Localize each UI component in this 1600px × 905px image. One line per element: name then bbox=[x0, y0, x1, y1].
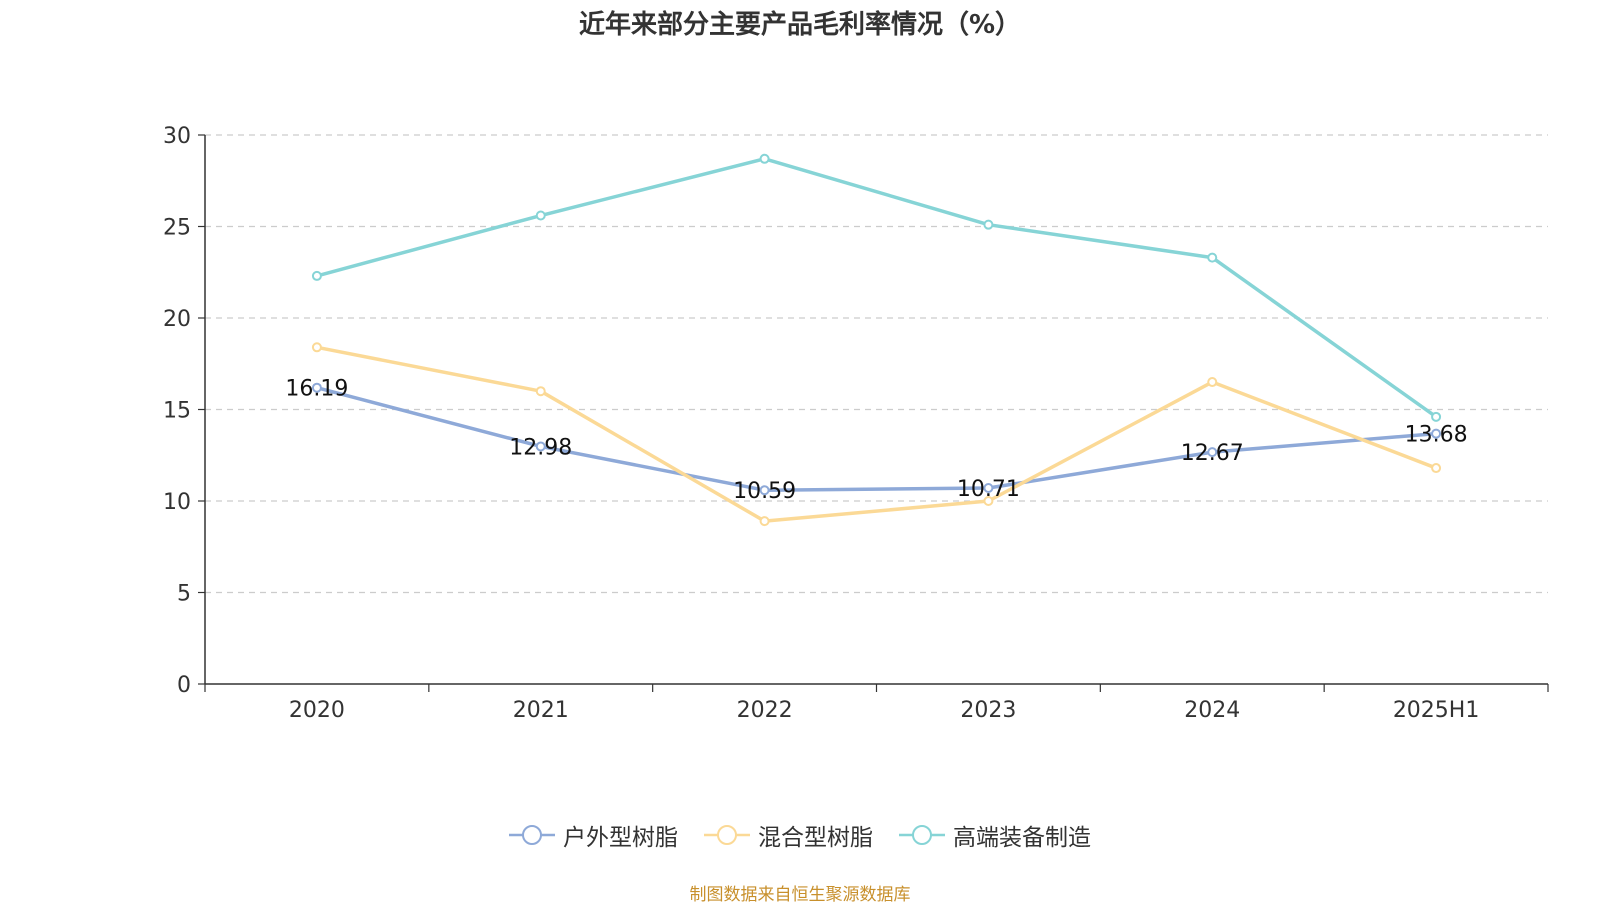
data-point bbox=[1431, 411, 1442, 422]
data-point bbox=[535, 441, 546, 452]
chart-title: 近年来部分主要产品毛利率情况（%） bbox=[578, 10, 1022, 40]
data-point bbox=[1431, 463, 1442, 474]
series-line-3 bbox=[316, 157, 1438, 419]
y-tick-label: 20 bbox=[163, 307, 191, 332]
data-label: 12.98 bbox=[509, 435, 572, 460]
data-label: 13.68 bbox=[1405, 423, 1468, 448]
y-tick-label: 5 bbox=[177, 582, 191, 607]
legend-label: 高端装备制造 bbox=[953, 825, 1091, 851]
y-tick-label: 10 bbox=[163, 490, 191, 515]
data-point bbox=[759, 485, 770, 496]
data-point bbox=[759, 153, 770, 164]
data-label: 10.71 bbox=[957, 477, 1020, 502]
legend-item[interactable]: 高端装备制造 bbox=[899, 818, 1091, 852]
legend-item[interactable]: 户外型树脂 bbox=[509, 818, 678, 852]
series-lines bbox=[311, 153, 1442, 527]
y-tick-label: 25 bbox=[163, 216, 191, 241]
legend-swatch-icon bbox=[899, 825, 945, 845]
grid-lines bbox=[205, 134, 1548, 594]
data-labels: 16.19 12.98 10.59 10.71 12.67 13.68 bbox=[285, 377, 1467, 504]
data-point bbox=[311, 270, 322, 281]
x-tick-label: 2021 bbox=[513, 698, 569, 723]
axes: 0 5 10 15 20 25 30 2020 2021 2022 2023 2024 2025H1 bbox=[163, 124, 1549, 723]
data-point bbox=[311, 382, 322, 393]
data-point bbox=[535, 210, 546, 221]
legend-label: 户外型树脂 bbox=[563, 825, 678, 851]
data-label: 12.67 bbox=[1181, 441, 1244, 466]
legend-swatch-icon bbox=[704, 825, 750, 845]
data-point bbox=[1207, 252, 1218, 263]
data-point bbox=[983, 496, 994, 506]
x-tick-label: 2025H1 bbox=[1393, 698, 1480, 723]
legend-swatch-circle bbox=[522, 825, 542, 845]
x-tick-label: 2022 bbox=[737, 698, 793, 723]
data-label: 10.59 bbox=[733, 479, 796, 504]
data-point bbox=[983, 219, 994, 230]
x-tick-label: 2020 bbox=[289, 698, 345, 723]
data-point bbox=[311, 342, 322, 353]
data-point bbox=[1431, 428, 1442, 439]
y-tick-label: 0 bbox=[177, 673, 191, 698]
data-point bbox=[535, 386, 546, 397]
data-point bbox=[1207, 377, 1218, 388]
data-point bbox=[983, 483, 994, 494]
legend-swatch-circle bbox=[717, 825, 737, 845]
data-point bbox=[759, 516, 770, 527]
data-point bbox=[1207, 447, 1218, 458]
series-line-1 bbox=[316, 386, 1437, 492]
x-tick-label: 2023 bbox=[960, 698, 1016, 723]
legend-item[interactable]: 混合型树脂 bbox=[704, 818, 873, 852]
y-tick-label: 15 bbox=[163, 399, 191, 424]
legend-label: 混合型树脂 bbox=[758, 825, 873, 851]
x-tick-label: 2024 bbox=[1184, 698, 1240, 723]
legend: 户外型树脂 混合型树脂 高端装备制造 bbox=[0, 818, 1600, 852]
y-tick-label: 30 bbox=[163, 124, 191, 149]
legend-swatch-circle bbox=[912, 825, 932, 845]
series-line-2 bbox=[316, 345, 1437, 523]
data-label: 16.19 bbox=[285, 377, 348, 402]
source-note: 制图数据来自恒生聚源数据库 bbox=[689, 885, 911, 905]
legend-swatch-icon bbox=[509, 825, 555, 845]
